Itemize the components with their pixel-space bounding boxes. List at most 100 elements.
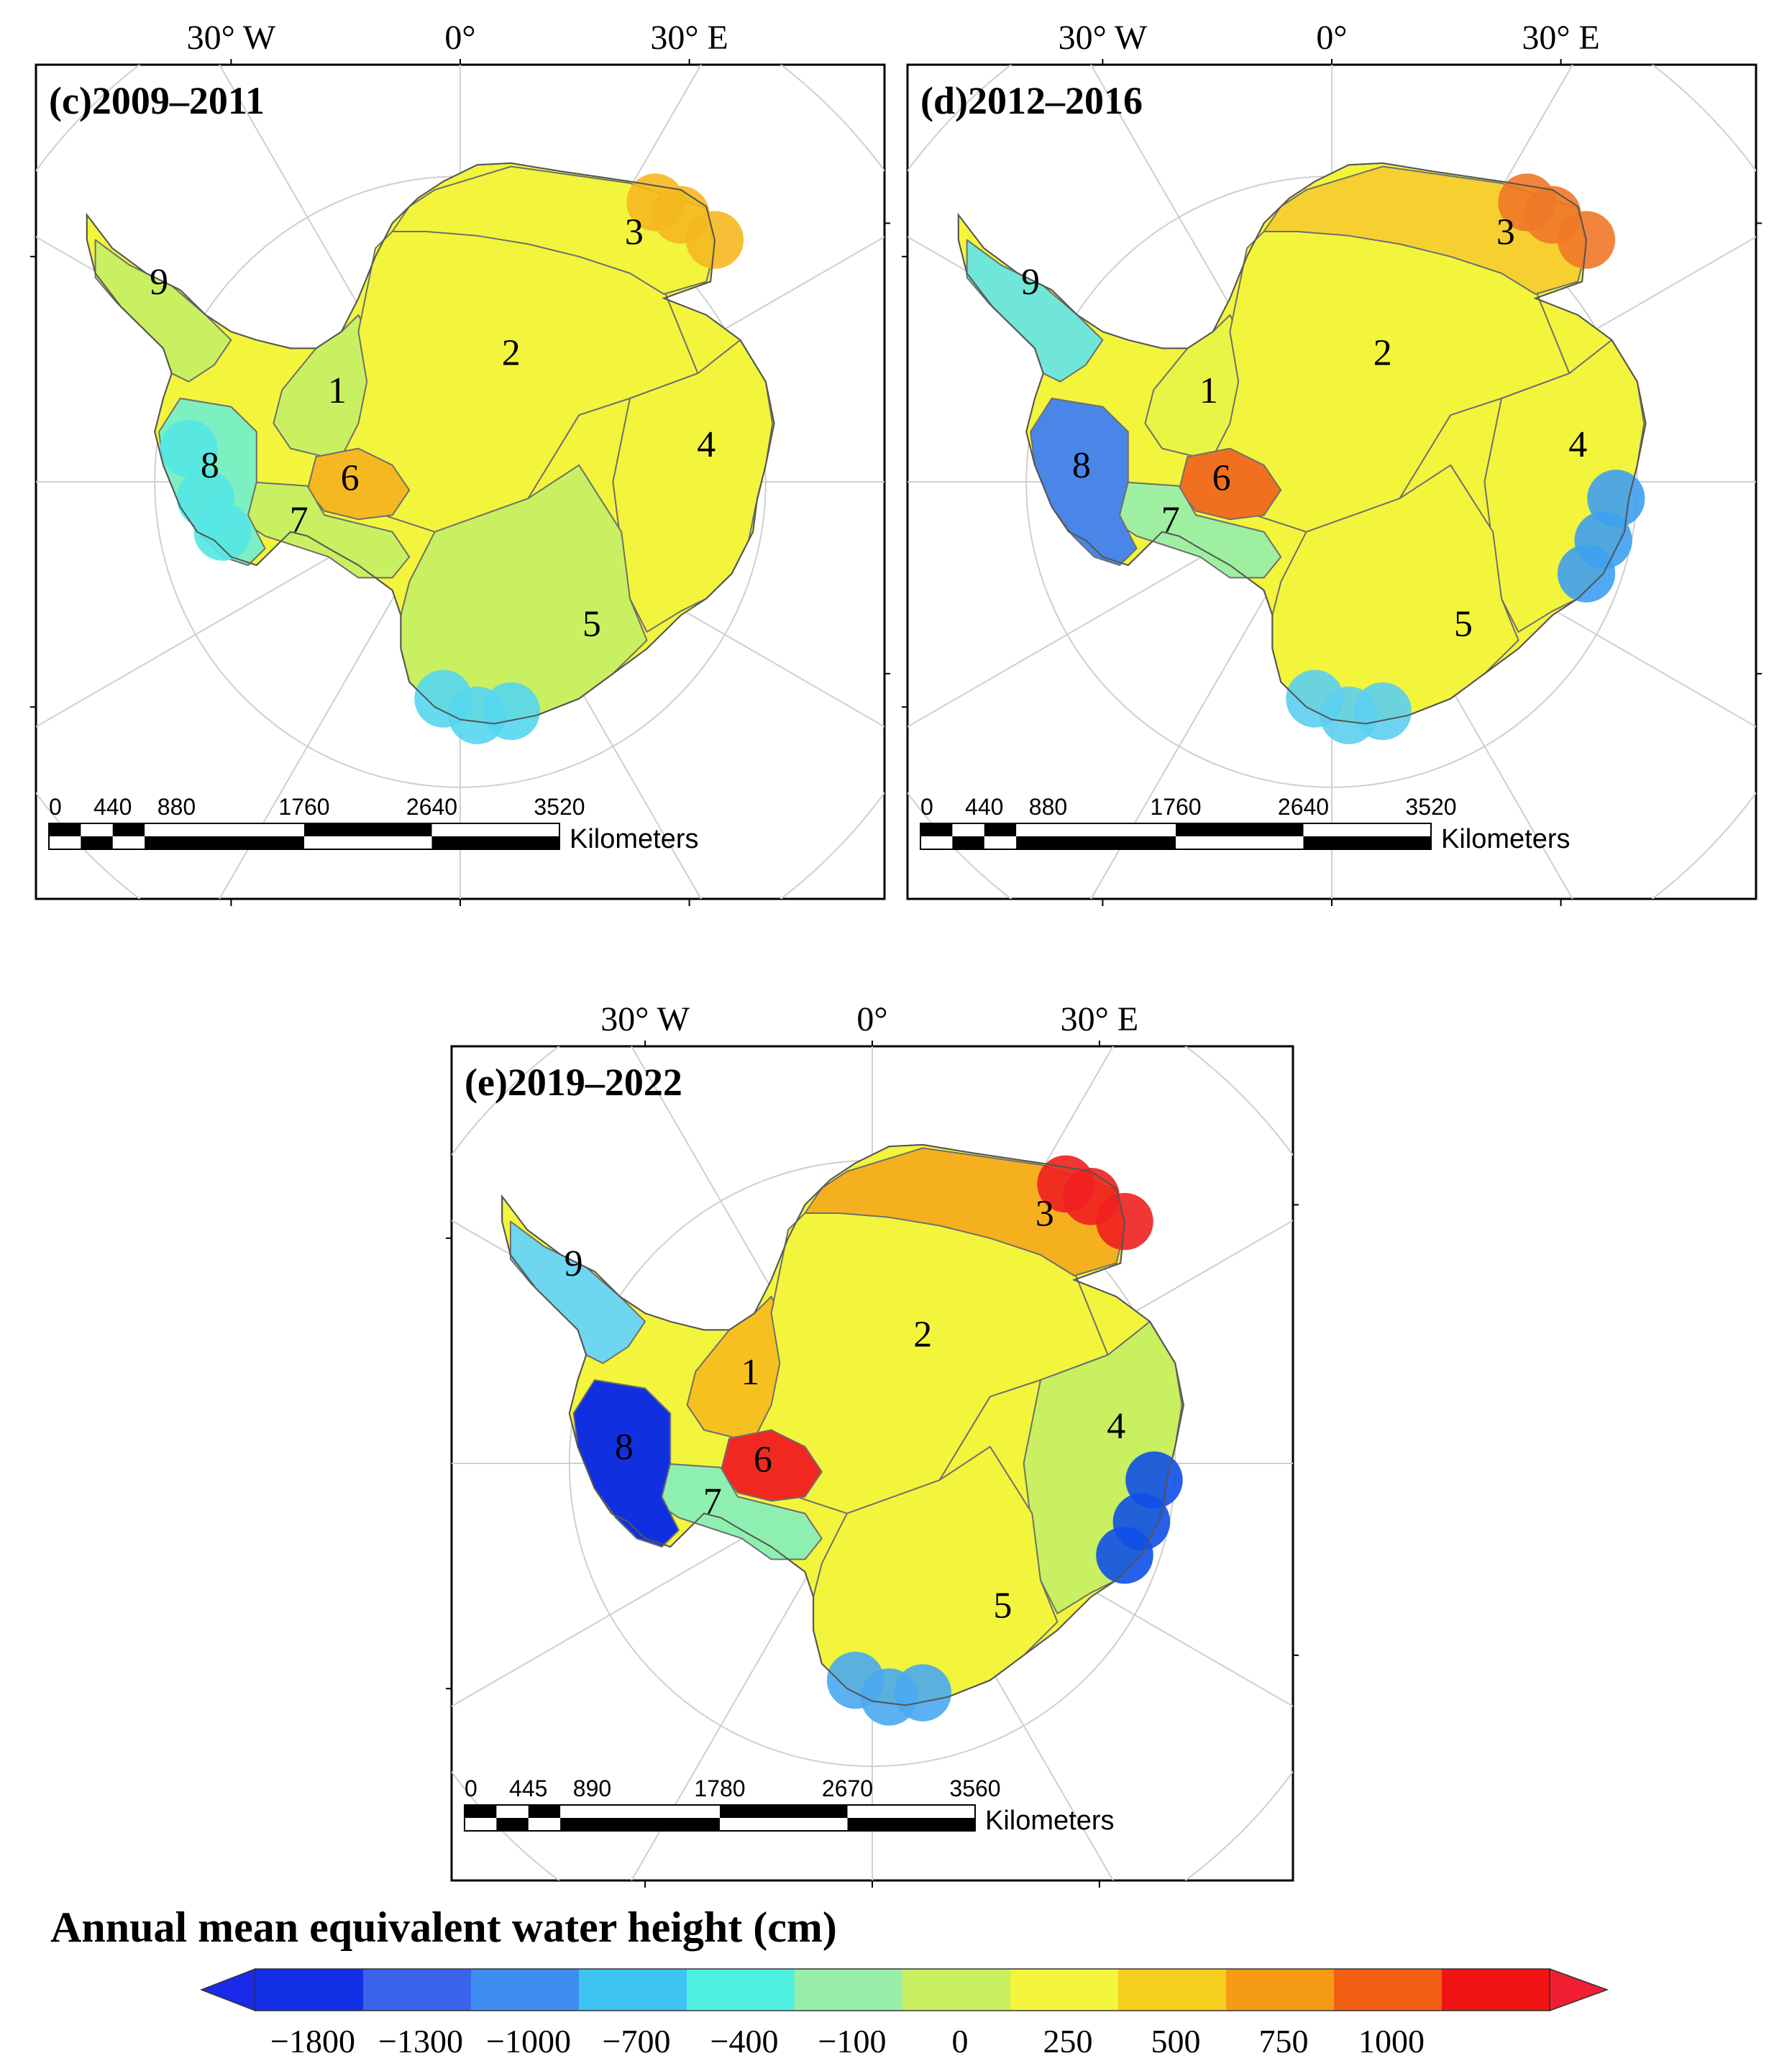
basin-label-8: 8 xyxy=(615,1427,634,1468)
anomaly-hotspot-8 xyxy=(193,503,252,561)
scale-bar: 0 440 880 1760 2640 3520 Kilometers xyxy=(920,794,1571,854)
scale-tick-label: 890 xyxy=(573,1775,611,1801)
legend-swatch xyxy=(471,1969,579,2011)
scale-tick-label: 0 xyxy=(49,794,62,820)
longitude-label: 30° E xyxy=(1522,19,1600,57)
scale-tick-label: 445 xyxy=(509,1775,547,1801)
scale-tick-label: 1760 xyxy=(1150,794,1201,820)
scale-unit-label: Kilometers xyxy=(1441,824,1571,854)
legend-swatch xyxy=(1118,1969,1226,2011)
legend-title: Annual mean equivalent water height (cm) xyxy=(50,1903,837,1951)
basin-label-2: 2 xyxy=(1373,333,1392,374)
basin-label-2: 2 xyxy=(913,1315,932,1356)
longitude-label: 0° xyxy=(1316,19,1347,57)
legend-swatch xyxy=(1010,1969,1118,2011)
map-panel-c: 1 2 3 4 5 67 8 9 (c)2009–2011 30° W 0° 30° E 0 440 880… xyxy=(30,19,890,906)
basin-label-9: 9 xyxy=(150,262,168,303)
basin-label-9: 9 xyxy=(564,1243,583,1284)
scale-tick-label: 880 xyxy=(157,794,196,820)
basin-label-5: 5 xyxy=(582,604,601,645)
legend-tick-label: −1000 xyxy=(486,2023,571,2060)
legend-swatch xyxy=(1334,1969,1442,2011)
legend-tick-label: −1300 xyxy=(378,2023,463,2060)
coastline xyxy=(86,162,775,725)
scale-tick-label: 0 xyxy=(920,794,933,820)
anomaly-hotspot-5 xyxy=(894,1664,951,1722)
basin-label-6: 6 xyxy=(1212,458,1231,499)
legend-tick-label: −1800 xyxy=(270,2023,355,2060)
anomaly-hotspot-4 xyxy=(1557,544,1616,603)
legend-swatch xyxy=(255,1969,363,2011)
longitude-label: 30° E xyxy=(1061,1000,1139,1038)
basin-region-7 xyxy=(239,481,411,579)
panel-title: (c)2009–2011 xyxy=(49,79,265,122)
scale-tick-label: 440 xyxy=(965,794,1003,820)
longitude-label: 0° xyxy=(856,1000,887,1038)
scale-tick-label: 3520 xyxy=(534,794,585,820)
basin-label-7: 7 xyxy=(1161,500,1180,541)
scale-tick-label: 3520 xyxy=(1405,794,1456,820)
basin-label-9: 9 xyxy=(1021,262,1040,303)
panel-title: (e)2019–2022 xyxy=(465,1061,682,1104)
longitude-label: 30° W xyxy=(187,19,276,57)
longitude-label: 30° W xyxy=(600,1000,690,1038)
basin-label-8: 8 xyxy=(201,445,219,486)
basin-label-3: 3 xyxy=(625,211,644,252)
legend-swatch xyxy=(902,1969,1010,2011)
basin-label-2: 2 xyxy=(502,333,521,374)
scale-tick-label: 2670 xyxy=(822,1775,873,1801)
scale-bar: 0 440 880 1760 2640 3520 Kilometers xyxy=(48,794,699,854)
basin-label-4: 4 xyxy=(1107,1406,1125,1447)
scale-bar: 0 445 890 1780 2670 3560 Kilometers xyxy=(464,1775,1115,1836)
legend-tick-label: 250 xyxy=(1043,2023,1093,2060)
legend-swatch xyxy=(1226,1969,1334,2011)
scale-tick-label: 1780 xyxy=(694,1775,745,1801)
scale-tick-label: 880 xyxy=(1029,794,1067,820)
anomaly-hotspot-8 xyxy=(160,419,218,477)
legend-tick-label: 0 xyxy=(952,2023,969,2060)
legend-tick-label: −100 xyxy=(818,2023,887,2060)
anomaly-hotspot-4 xyxy=(1096,1526,1153,1584)
legend-tick-label: −700 xyxy=(603,2023,671,2060)
longitude-label: 30° E xyxy=(650,19,728,57)
basin-label-3: 3 xyxy=(1036,1193,1054,1234)
scale-tick-label: 0 xyxy=(465,1775,477,1801)
legend-tick-label: 750 xyxy=(1259,2023,1309,2060)
coastline xyxy=(501,1143,1184,1706)
colorbar-legend: Annual mean equivalent water height (cm)… xyxy=(50,1903,1609,2060)
basin-label-3: 3 xyxy=(1496,211,1515,252)
map-panel-e: 1 2 3 4 5 67 8 9 (e)2019–2022 30° W 0° 30° E 0 445 890… xyxy=(446,1000,1299,1888)
legend-swatch xyxy=(1442,1969,1550,2011)
legend-swatch xyxy=(687,1969,795,2011)
scale-unit-label: Kilometers xyxy=(570,824,699,854)
basin-label-7: 7 xyxy=(290,500,308,541)
basin-label-4: 4 xyxy=(1568,424,1587,465)
map-panel-d: 1 2 3 4 5 67 8 9 (d)2012–2016 30° W 0° 30° E 0 440 880… xyxy=(902,19,1762,906)
anomaly-hotspot-5 xyxy=(1353,682,1412,741)
anomaly-hotspot-5 xyxy=(482,682,540,741)
basin-label-5: 5 xyxy=(993,1586,1012,1627)
scale-tick-label: 2640 xyxy=(1278,794,1329,820)
basin-label-1: 1 xyxy=(328,370,347,411)
basin-region-7 xyxy=(652,1463,823,1560)
panel-title: (d)2012–2016 xyxy=(920,79,1143,122)
legend-high-arrow xyxy=(1549,1967,1609,2012)
basin-label-1: 1 xyxy=(1199,370,1218,411)
basin-label-8: 8 xyxy=(1072,445,1091,486)
legend-swatch xyxy=(363,1969,471,2011)
basin-label-6: 6 xyxy=(754,1440,772,1481)
legend-tick-label: 1000 xyxy=(1358,2023,1425,2060)
legend-swatch xyxy=(795,1969,902,2011)
legend-tick-label: −400 xyxy=(710,2023,779,2060)
basin-label-1: 1 xyxy=(741,1352,759,1393)
scale-tick-label: 440 xyxy=(93,794,132,820)
basin-label-4: 4 xyxy=(697,424,716,465)
legend-swatch xyxy=(579,1969,687,2011)
scale-tick-label: 3560 xyxy=(949,1775,1000,1801)
longitude-label: 30° W xyxy=(1059,19,1148,57)
coastline xyxy=(957,162,1647,725)
legend-tick-label: 500 xyxy=(1151,2023,1201,2060)
basin-region-7 xyxy=(1110,481,1282,579)
scale-unit-label: Kilometers xyxy=(985,1806,1115,1836)
